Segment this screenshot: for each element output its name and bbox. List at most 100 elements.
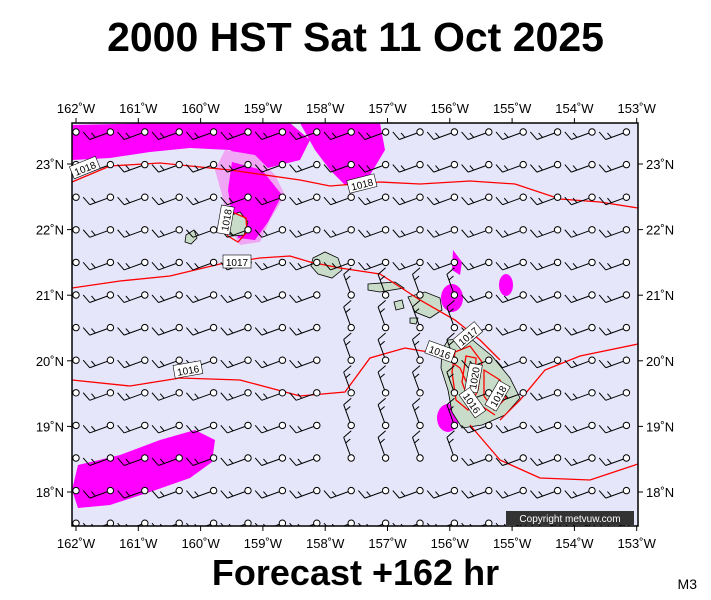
island-kahoolawe [409,317,419,325]
wind-barb [598,291,631,303]
wind-barb [82,291,115,303]
wind-barb [343,365,355,397]
wind-barb [598,128,631,140]
wind-barb [446,300,459,332]
wind-barb [495,160,527,173]
wind-barb [254,226,287,238]
lon-label-bottom: 158˚W [306,536,345,551]
wind-barb [426,258,459,271]
wind-barb [82,226,115,238]
lon-label-bottom: 161˚W [119,536,158,551]
wind-barb [358,519,390,526]
wind-barb [495,128,527,140]
wind-barb [412,300,424,332]
wind-barb [564,389,596,401]
wind-barb [289,486,321,499]
isobar-label: 1017 [222,254,252,269]
wind-barb [323,193,355,206]
wind-barb [495,193,527,206]
lat-label-right: 23˚N [646,157,674,172]
wind-barb [323,160,355,173]
wind-barb [446,430,459,462]
wind-barb [461,519,493,526]
wind-barb [530,291,562,303]
wind-barb [358,258,390,271]
wind-barb [151,323,183,336]
wind-barb [598,193,631,206]
wind-barb [82,519,115,526]
wind-barb [220,421,252,434]
wind-barb [495,226,527,238]
isobar-label: 1016 [172,360,204,379]
wind-barb [117,519,149,526]
svg-text:1020: 1020 [468,366,483,390]
lon-label-bottom: 154˚W [555,536,594,551]
island-niihau [184,229,198,245]
wind-barb [82,389,115,401]
wind-barb [598,258,631,271]
wind-barb [343,300,355,332]
map-title: 2000 HST Sat 11 Oct 2025 [107,14,604,60]
wind-barb [461,454,493,466]
lat-label-right: 18˚N [646,485,674,500]
wind-barb [82,193,115,206]
wind-barb [186,160,218,173]
island-hawaii [440,337,521,429]
wind-barb [598,356,631,369]
lon-label-top: 159˚W [244,101,283,116]
isobar-1016-east [499,343,638,421]
wind-barb [82,421,115,434]
wind-barb [358,160,390,173]
wind-barb [151,128,183,140]
wind-barb [254,193,287,206]
wind-barb [461,128,493,140]
lon-label-bottom: 157˚W [368,536,407,551]
wind-barb [323,258,355,271]
wind-barb [254,454,287,466]
wind-barb [564,160,596,173]
wind-barb [426,160,459,173]
wind-barb [377,397,390,430]
lon-label-top: 161˚W [119,101,158,116]
lat-label-right: 22˚N [646,223,674,238]
wind-barb [186,291,218,303]
wind-barb [254,291,287,303]
wind-barb [530,323,562,336]
wind-barb [530,128,562,140]
wind-barb [151,356,183,369]
wind-barb [289,421,321,434]
rain-area [441,284,463,312]
svg-text:1017: 1017 [226,258,249,269]
wind-barb [151,454,183,466]
wind-barb [220,389,252,401]
wind-barb [254,486,287,499]
wind-barb [392,519,424,526]
wind-barb [426,486,459,499]
wind-barb [530,193,562,206]
wind-barb [186,421,218,434]
rain-area [499,274,513,296]
wind-barb [151,486,183,499]
lat-label-left: 18˚N [36,485,64,500]
wind-barb [461,193,493,206]
wind-barb [220,160,252,173]
wind-barb [377,365,390,397]
wind-barb [220,519,252,526]
wind-barb [289,160,321,173]
wind-barb [412,397,424,430]
wind-barb [186,323,218,336]
wind-barb [495,323,527,336]
wind-barb [151,291,183,303]
wind-barb [530,421,562,434]
wind-barb [254,258,287,271]
wind-barb [412,332,424,364]
wind-barb [530,258,562,271]
lat-label-left: 19˚N [36,419,64,434]
wind-barb [289,323,321,336]
graticule-labels: 162˚W 162˚W 161˚W 161˚W 160˚W 160˚W 159˚W 159˚W… [36,101,674,551]
wind-barb [392,128,424,140]
wind-barb [412,365,424,397]
wind-barb [289,389,321,401]
wind-barb [289,519,321,526]
wind-barb [564,226,596,238]
